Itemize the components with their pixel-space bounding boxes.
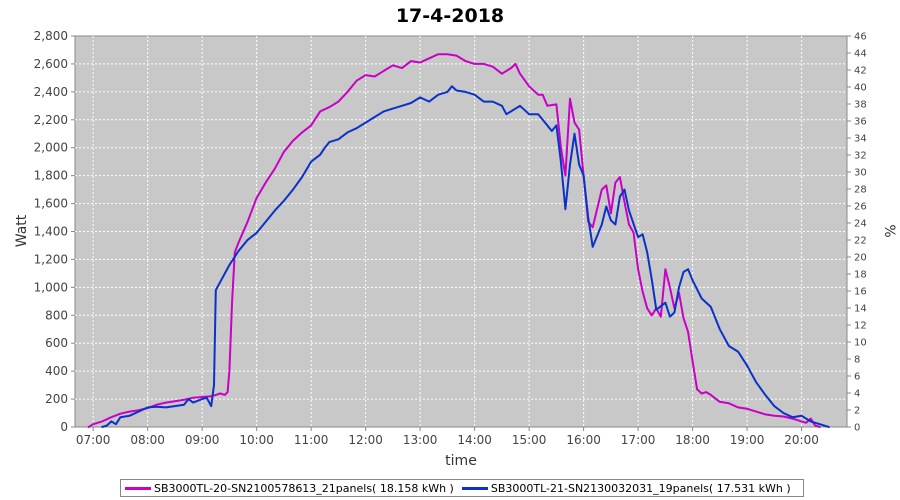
- y2-tick-label: 44: [854, 49, 867, 60]
- y2-tick-label: 14: [854, 304, 867, 315]
- x-tick-label: 16:00: [566, 433, 601, 447]
- y2-tick-label: 34: [854, 134, 867, 145]
- y2-tick-label: 16: [854, 287, 867, 298]
- y2-tick-label: 46: [854, 32, 867, 43]
- y-tick-label: 1,400: [34, 225, 68, 239]
- x-tick-label: 15:00: [512, 433, 547, 447]
- legend-label-series-2: SB3000TL-21-SN2130032031_19panels( 17.53…: [490, 481, 791, 495]
- y-axis-title: Watt: [14, 214, 30, 247]
- y-tick-label: 800: [45, 308, 68, 322]
- x-tick-label: 19:00: [730, 433, 765, 447]
- y2-tick-label: 36: [854, 117, 867, 128]
- legend-swatch-series-1: [125, 486, 151, 490]
- x-tick-label: 14:00: [457, 433, 492, 447]
- y-tick-label: 2,800: [34, 29, 68, 43]
- x-tick-label: 07:00: [76, 433, 111, 447]
- y2-tick-label: 2: [854, 406, 860, 417]
- x-tick-label: 20:00: [784, 433, 819, 447]
- x-tick-label: 11:00: [294, 433, 329, 447]
- series-line-1: [87, 53, 821, 428]
- y2-tick-label: 0: [854, 423, 860, 434]
- y2-tick-label: 28: [854, 185, 867, 196]
- y2-tick-label: 6: [854, 372, 860, 383]
- y2-tick-label: 26: [854, 202, 867, 213]
- y-tick-label: 200: [45, 392, 68, 406]
- y-tick-label: 1,200: [34, 252, 68, 266]
- y2-tick-label: 20: [854, 253, 867, 264]
- y-tick-label: 2,600: [34, 57, 68, 71]
- y2-tick-label: 38: [854, 100, 867, 111]
- chart-title: 17-4-2018: [396, 5, 504, 27]
- legend-item-series-1: SB3000TL-20-SN2100578613_21panels( 18.15…: [125, 482, 454, 495]
- y-tick-label: 2,200: [34, 113, 68, 127]
- x-tick-label: 09:00: [185, 433, 220, 447]
- legend-swatch-series-2: [461, 486, 488, 490]
- y2-tick-label: 40: [854, 83, 867, 94]
- y2-tick-label: 10: [854, 338, 867, 349]
- x-tick-label: 18:00: [675, 433, 710, 447]
- y2-tick-label: 4: [854, 389, 860, 400]
- grid-lines: [75, 36, 847, 427]
- x-tick-label: 08:00: [130, 433, 165, 447]
- y-tick-label: 1,800: [34, 169, 68, 183]
- y2-tick-label: 8: [854, 355, 860, 366]
- x-axis-title: time: [445, 453, 477, 469]
- y2-axis: 0246810121416182022242628303234363840424…: [847, 32, 867, 434]
- y-tick-label: 2,400: [34, 85, 68, 99]
- y2-tick-label: 18: [854, 270, 867, 281]
- x-tick-label: 13:00: [403, 433, 438, 447]
- y2-tick-label: 30: [854, 168, 867, 179]
- y-tick-label: 1,000: [34, 280, 68, 294]
- y2-tick-label: 24: [854, 219, 867, 230]
- y-tick-label: 1,600: [34, 197, 68, 211]
- y2-tick-label: 42: [854, 66, 867, 77]
- x-tick-label: 12:00: [348, 433, 383, 447]
- y-axis: 0 200 400 600 800 1,000 1,200 1,400 1,600 1,800 2,…: [34, 29, 75, 434]
- legend-item-series-2: SB3000TL-21-SN2130032031_19panels( 17.53…: [461, 481, 791, 495]
- x-axis: 07:00 08:00 09:00 10:00 11:00 12:00 13:00 14:00…: [76, 427, 819, 447]
- series-line-2: [101, 85, 830, 428]
- y2-tick-label: 12: [854, 321, 867, 332]
- y-tick-label: 0: [60, 420, 68, 434]
- y-tick-label: 2,000: [34, 141, 68, 155]
- y2-tick-label: 32: [854, 151, 867, 162]
- y-tick-label: 600: [45, 336, 68, 350]
- y2-tick-label: 22: [854, 236, 867, 247]
- x-tick-label: 10:00: [239, 433, 274, 447]
- x-tick-label: 17:00: [621, 433, 656, 447]
- legend: SB3000TL-20-SN2100578613_21panels( 18.15…: [120, 479, 804, 497]
- series-lines: [87, 53, 830, 428]
- y2-axis-title: %: [881, 224, 897, 237]
- y-tick-label: 400: [45, 364, 68, 378]
- legend-label-series-1: SB3000TL-20-SN2100578613_21panels( 18.15…: [154, 481, 454, 495]
